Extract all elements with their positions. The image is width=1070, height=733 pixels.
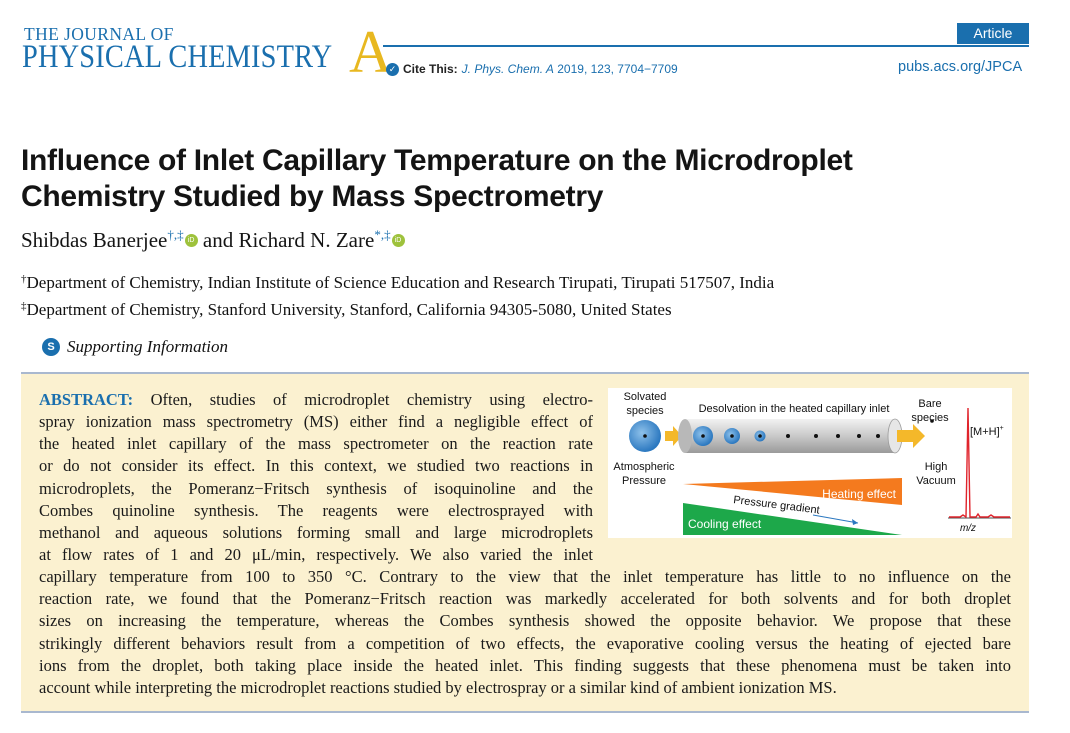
citation-link[interactable]: J. Phys. Chem. A 2019, 123, 7704−7709 [462,62,678,76]
cite-label: Cite This: [403,62,458,76]
cite-this-row[interactable]: ✓ Cite This: J. Phys. Chem. A 2019, 123,… [386,62,678,76]
bare-ion-dot [836,434,840,438]
abstract-line: Combes quinoline synthesis. The reagents… [39,501,593,520]
abstract-line: spray ionization mass spectrometry (MS) … [39,412,593,431]
spectrum-trace [949,407,1010,519]
orcid-icon[interactable]: iD [391,234,405,247]
journal-logo[interactable]: THE JOURNAL OF PHYSICAL CHEMISTRY A [22,22,392,82]
abstract-line-text: Often, studies of microdroplet chemistry… [133,390,593,409]
atmospheric-pressure-label: Atmospheric [613,461,675,473]
abstract-line: the heated inlet capillary of the mass s… [39,434,593,453]
abstract-line: or do not consider its effect. In this c… [39,456,593,475]
ion-label: [M+H]+ [970,425,1004,438]
high-vacuum-label: High [925,461,948,473]
cooling-effect-label: Cooling effect [688,517,762,531]
abstract-line: microdroplets, the Pomeranz−Fritsch synt… [39,479,593,498]
desolvation-label: Desolvation in the heated capillary inle… [699,403,890,415]
author-affiliation-marks[interactable]: *,‡ [374,227,391,242]
author-name[interactable]: Shibdas Banerjee [21,228,168,252]
bare-ion-dot [876,434,880,438]
abstract-label: ABSTRACT: [39,390,134,409]
pressure-gradient-arrow [812,514,859,524]
affiliation: ‡Department of Chemistry, Stanford Unive… [21,300,672,320]
header-rule [383,45,1029,47]
toc-graphic: Solvated species Desolvation in the heat… [608,388,1012,538]
supporting-info-label: Supporting Information [67,337,229,356]
abstract-line: sizes on increasing the temperature, whe… [39,611,1011,630]
atmospheric-pressure-label-2: Pressure [622,475,666,487]
affiliation-mark: ‡ [21,300,27,312]
mz-axis-label: m/z [960,523,976,534]
bare-ion-dot [930,419,934,423]
droplet-core [758,434,762,438]
abstract-line: methanol and aqueous solutions forming s… [39,523,593,542]
abstract-line: ions from the droplet, both taking place… [39,656,1011,675]
supporting-info-icon: S [42,338,60,356]
solvated-label-2: species [626,405,664,417]
journal-logo-big-text: PHYSICAL CHEMISTRY [22,39,333,75]
title-line-1: Influence of Inlet Capillary Temperature… [21,144,853,177]
heating-effect-label: Heating effect [822,487,896,501]
abstract-line: account while interpreting the microdrop… [39,678,837,697]
author-affiliation-marks[interactable]: †,‡ [167,227,184,242]
abstract-line: ABSTRACT: Often, studies of microdroplet… [39,389,593,410]
cooling-effect-wedge [683,503,902,535]
pressure-gradient-arrowhead [852,519,858,525]
bare-species-label: Bare [918,398,941,410]
bare-ion-dot [814,434,818,438]
author-separator: and [197,228,239,252]
citation-journal: J. Phys. Chem. A [461,62,554,76]
article-title: Influence of Inlet Capillary Temperature… [21,143,1021,215]
affiliation-text: Department of Chemistry, Stanford Univer… [26,300,672,319]
solvated-droplet-core [643,434,647,438]
exit-arrow [897,424,925,448]
affiliation-mark: † [21,273,27,285]
droplet-core [730,434,734,438]
title-line-2: Chemistry Studied by Mass Spectrometry [21,180,604,213]
abstract-line: capillary temperature from 100 to 350 °C… [39,567,1011,586]
capillary-inlet-end [678,419,692,453]
solvated-label: Solvated [624,391,667,403]
author-name[interactable]: Richard N. Zare [238,228,375,252]
check-icon: ✓ [386,62,399,76]
abstract-line: at flow rates of 1 and 20 μL/min, respec… [39,545,593,564]
droplet-core [701,434,705,438]
affiliation: †Department of Chemistry, Indian Institu… [21,273,774,293]
affiliation-text: Department of Chemistry, Indian Institut… [26,273,775,292]
journal-url-link[interactable]: pubs.acs.org/JPCA [898,59,1023,75]
journal-logo-small-text: THE JOURNAL OF [24,24,174,44]
bare-species-label-2: species [911,412,949,424]
bare-ion-dot [857,434,861,438]
citation-details: 2019, 123, 7704−7709 [553,62,678,76]
journal-logo-letter: A [349,19,393,85]
bare-ion-dot [786,434,790,438]
high-vacuum-label-2: Vacuum [916,475,956,487]
abstract-line: strikingly different behaviors result fr… [39,634,1011,653]
entry-arrow [665,426,682,446]
abstract-line: reaction rate, we found that the Pomeran… [39,589,1011,608]
author-list: Shibdas Banerjee†,‡ iD and Richard N. Zar… [21,227,405,253]
orcid-icon[interactable]: iD [184,234,198,247]
heating-effect-wedge [683,478,902,505]
article-type-badge: Article [957,23,1029,44]
supporting-information-link[interactable]: S Supporting Information [42,337,228,357]
